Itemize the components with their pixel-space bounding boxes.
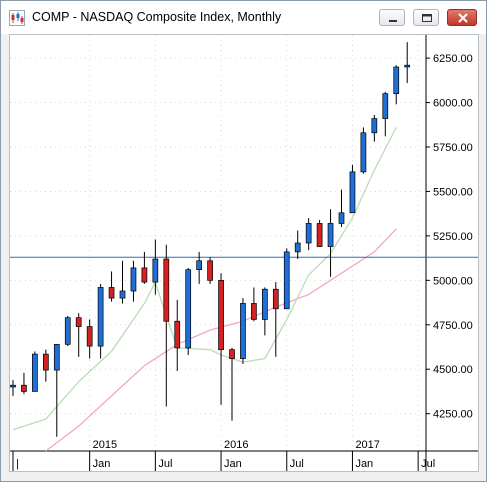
close-button[interactable] (447, 9, 477, 26)
minimize-button[interactable] (379, 9, 405, 26)
maximize-button[interactable] (413, 9, 439, 26)
candle-body (272, 288, 279, 310)
candlestick-chart[interactable]: 4250.00 4500.00 4750.00 5000.00 5250.00 5500.… (10, 35, 478, 471)
x-tick-label: Jul (158, 458, 172, 470)
candle-body (240, 303, 246, 359)
candle-body (349, 171, 356, 214)
title-bar[interactable]: COMP - NASDAQ Composite Index, Monthly (1, 1, 486, 34)
year-label: 2016 (224, 439, 248, 451)
candle-body (152, 258, 159, 283)
y-tick-label: 6250.00 (433, 53, 473, 65)
x-tick-label: Jan (93, 458, 111, 470)
candle-body (97, 287, 104, 347)
candle-body (294, 242, 301, 253)
y-tick-label: 5000.00 (433, 275, 473, 287)
candle-body (53, 343, 60, 371)
y-tick-label: 5500.00 (433, 186, 473, 198)
candle-body (338, 212, 345, 224)
candlestick-app-icon (9, 10, 25, 26)
x-tick-label: Jul (421, 458, 435, 470)
candle-body (196, 260, 202, 271)
candle-body (174, 320, 181, 349)
candle-body (75, 317, 82, 327)
y-tick-label: 6000.00 (433, 98, 473, 110)
candle-body (130, 267, 137, 292)
candle-body (119, 290, 126, 299)
y-tick-label: 4500.00 (433, 364, 473, 376)
x-tick-label: | (16, 458, 19, 470)
candle-body (108, 287, 115, 299)
candle-body (371, 118, 378, 134)
candle-body (163, 258, 170, 322)
candle-body (316, 223, 323, 247)
year-label: 2015 (93, 439, 117, 451)
candle-body (64, 317, 71, 345)
candle-body (207, 260, 213, 281)
candle-body (229, 349, 235, 359)
candle-body (42, 353, 49, 371)
y-tick-label: 4250.00 (433, 409, 473, 421)
y-tick-label: 4750.00 (433, 320, 473, 332)
candle-body (283, 251, 290, 310)
candle-body (21, 384, 27, 392)
candle-body (404, 64, 411, 68)
maximize-icon (422, 14, 432, 22)
candle-body (305, 223, 312, 244)
chart-area[interactable]: 4250.00 4500.00 4750.00 5000.00 5250.00 5500.… (9, 34, 479, 472)
minimize-icon (389, 20, 397, 22)
candle-body (10, 384, 16, 388)
candle-body (86, 326, 93, 347)
candle-body (393, 66, 400, 95)
candle-body (360, 132, 367, 173)
candle-body (32, 353, 38, 392)
x-tick-label: Jul (290, 458, 304, 470)
x-tick-label: Jan (224, 458, 242, 470)
moving-average-slow-line (45, 228, 397, 452)
close-icon (458, 13, 468, 23)
x-tick-label: Jan (355, 458, 373, 470)
y-tick-label: 5750.00 (433, 142, 473, 154)
candle-body (141, 267, 148, 283)
candle-body (327, 223, 334, 247)
candle-body (218, 279, 224, 351)
year-label: 2017 (355, 439, 379, 451)
candle-body (382, 93, 389, 119)
candle-body (262, 288, 268, 320)
y-tick-label: 5250.00 (433, 231, 473, 243)
window-title: COMP - NASDAQ Composite Index, Monthly (32, 10, 282, 24)
moving-average-fast-line (12, 127, 397, 431)
candle-body (185, 269, 192, 349)
candle-body (251, 303, 257, 320)
